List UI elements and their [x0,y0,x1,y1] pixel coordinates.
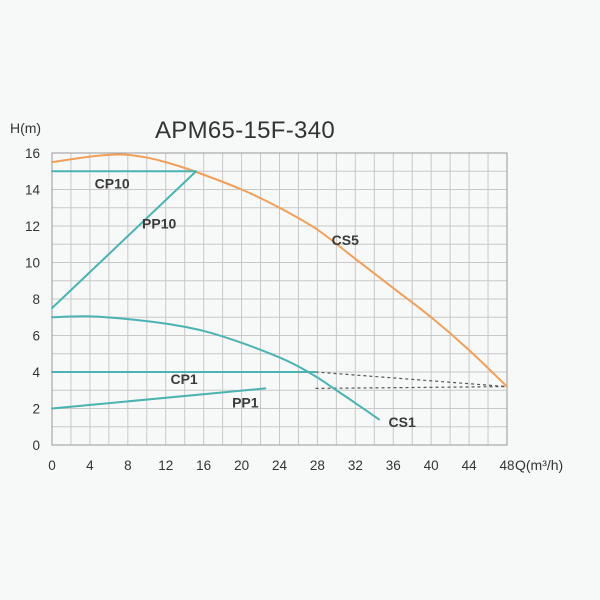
x-tick-label: 48 [499,458,514,473]
series-label-cp10: CP10 [95,176,130,192]
y-axis-ticks: 0 2 4 6 8 10 12 14 16 [25,146,41,453]
dashed-extension-line [315,386,508,390]
y-tick-label: 4 [32,365,40,380]
series-labels: CP10 PP10 CS5 CP1 PP1 CS1 [95,176,416,430]
y-tick-label: 2 [32,402,40,417]
y-tick-label: 12 [25,219,40,234]
series-label-cs1: CS1 [389,414,416,430]
x-tick-label: 4 [86,458,94,473]
y-tick-label: 10 [25,256,40,271]
x-tick-label: 36 [386,458,401,473]
series-label-cp1: CP1 [170,371,197,387]
x-axis-ticks: 0 4 8 12 16 20 24 28 32 36 40 44 48 [48,458,514,473]
y-tick-label: 8 [32,292,40,307]
y-tick-label: 6 [32,329,40,344]
x-tick-label: 24 [272,458,288,473]
x-tick-label: 28 [310,458,325,473]
y-tick-label: 14 [25,183,41,198]
y-axis-label: H(m) [10,120,41,136]
series-line-pp1 [51,387,267,410]
x-tick-label: 8 [124,458,132,473]
y-tick-label: 16 [25,146,40,161]
series-label-pp10: PP10 [142,216,176,232]
plot-frame [51,152,508,446]
chart-title: APM65-15F-340 [155,117,335,144]
dashed-extension-line [315,371,508,388]
series-line-pp10 [51,170,198,310]
series-line-cs1 [51,315,381,421]
x-tick-label: 16 [196,458,211,473]
chart-grid [51,152,508,446]
y-tick-label: 0 [32,438,40,453]
series-label-pp1: PP1 [232,395,259,411]
series-label-cs5: CS5 [332,232,359,248]
x-tick-label: 20 [234,458,249,473]
chart-series [51,153,508,421]
x-tick-label: 32 [348,458,363,473]
x-tick-label: 44 [462,458,478,473]
series-line-cs5 [51,153,508,388]
x-axis-label: Q(m³/h) [515,457,563,473]
x-tick-label: 0 [48,458,56,473]
x-tick-label: 40 [424,458,439,473]
x-tick-label: 12 [158,458,173,473]
